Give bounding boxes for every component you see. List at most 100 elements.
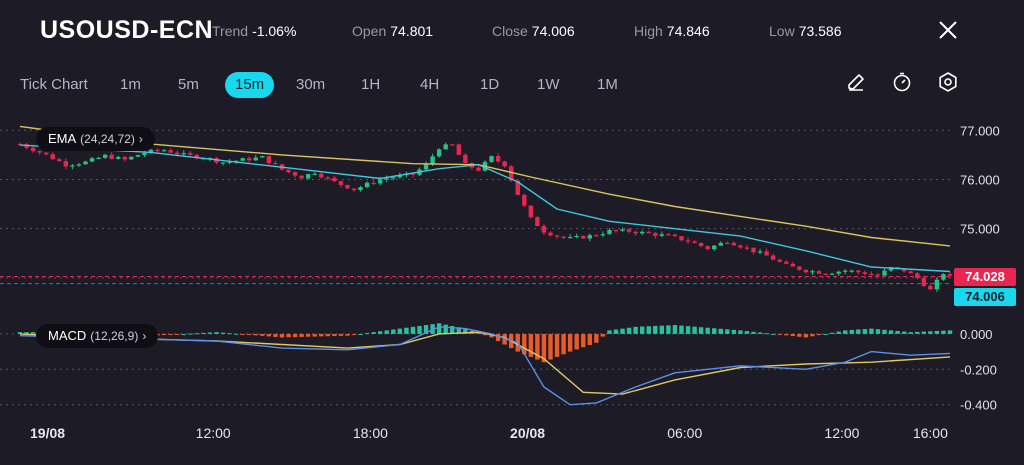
tf-15m[interactable]: 15m	[225, 72, 275, 98]
price-tick-label: 76.000	[960, 172, 1000, 187]
candle-body	[705, 246, 710, 250]
candle-body	[57, 159, 62, 162]
ema-fast-line	[19, 144, 951, 273]
candle-body	[692, 241, 697, 243]
macd-histogram-bar	[253, 333, 258, 336]
candle-body	[469, 162, 475, 168]
candle-body	[168, 150, 173, 153]
candle-body	[541, 226, 547, 233]
candle-body	[279, 164, 285, 170]
candle-body	[895, 267, 900, 269]
candle-body	[659, 234, 665, 236]
macd-histogram-bar	[843, 330, 848, 334]
macd-histogram-bar	[436, 323, 442, 334]
pencil-icon[interactable]	[845, 71, 867, 93]
candle-body	[646, 231, 651, 234]
candle-body	[240, 158, 245, 161]
macd-histogram-bar	[378, 331, 383, 334]
macd-line	[19, 326, 951, 406]
settings-icon[interactable]	[937, 71, 959, 93]
tf-1d[interactable]: 1D	[480, 76, 500, 93]
tf-1m[interactable]: 1m	[120, 76, 141, 93]
macd-histogram-bar	[685, 326, 691, 334]
macd-histogram-bar	[757, 332, 763, 334]
macd-histogram-bar	[698, 327, 704, 334]
macd-histogram-bar	[639, 326, 645, 334]
macd-histogram-bar	[240, 333, 245, 335]
ema-slow-line	[19, 125, 951, 247]
candle-body	[934, 279, 940, 290]
ema-indicator-pill[interactable]: EMA (24,24,72) ›	[36, 127, 155, 151]
candle-body	[24, 144, 29, 148]
low-label: Low	[769, 23, 795, 39]
candle-body	[613, 229, 619, 232]
macd-histogram-bar	[522, 333, 527, 355]
tf-4h[interactable]: 4H	[420, 76, 440, 93]
chevron-right-icon: ›	[142, 329, 147, 343]
tf-30m[interactable]: 30m	[296, 76, 326, 93]
macd-histogram-bar	[810, 333, 815, 337]
macd-histogram-bar	[829, 332, 835, 334]
macd-histogram-bar	[502, 333, 507, 345]
tf-1h[interactable]: 1H	[361, 76, 381, 93]
macd-params: (12,26,9)	[90, 329, 139, 343]
macd-histogram-bar	[214, 332, 219, 334]
candle-body	[450, 144, 455, 146]
macd-histogram-bar	[417, 325, 422, 334]
candle-body	[594, 235, 599, 237]
candle-body	[535, 217, 540, 227]
candle-body	[744, 247, 750, 249]
candle-body	[921, 277, 927, 286]
macd-histogram-bar	[888, 330, 894, 334]
candle-body	[325, 177, 331, 179]
macd-histogram-bar	[790, 333, 796, 337]
macd-histogram-bar	[515, 333, 520, 352]
macd-histogram-bar	[915, 331, 920, 334]
tf-1w[interactable]: 1W	[537, 76, 560, 93]
macd-histogram-bar	[345, 333, 350, 336]
candle-body	[391, 177, 396, 179]
macd-histogram-bar	[875, 329, 881, 334]
candle-body	[273, 163, 278, 165]
macd-histogram-bar	[718, 328, 723, 334]
macd-histogram-bar	[666, 325, 671, 334]
macd-histogram-bar	[279, 333, 285, 338]
candle-body	[423, 163, 429, 170]
price-tick-label: 75.000	[960, 222, 1000, 237]
candle-body	[266, 156, 272, 164]
tf-1mo[interactable]: 1M	[597, 76, 618, 93]
tf-tick-chart[interactable]: Tick Chart	[20, 76, 88, 93]
close-value: 74.006	[531, 23, 575, 39]
candle-body	[607, 229, 612, 235]
candle-body	[777, 259, 782, 262]
candle-body	[816, 271, 822, 274]
candle-body	[207, 158, 213, 160]
close-icon[interactable]	[936, 18, 960, 42]
candle-body	[712, 245, 717, 250]
macd-histogram-bar	[653, 325, 658, 334]
macd-histogram-bar	[188, 333, 193, 335]
candle-body	[286, 169, 291, 173]
macd-histogram-bar	[541, 333, 547, 363]
price-tick-label: 77.000	[960, 123, 1000, 138]
macd-histogram-bar	[338, 333, 344, 336]
ema-params: (24,24,72)	[80, 132, 135, 146]
candle-body	[351, 188, 357, 191]
open-stat: Open 74.801	[352, 23, 433, 39]
macd-histogram-bar	[168, 333, 173, 335]
candle-body	[495, 156, 501, 162]
candle-body	[803, 269, 809, 273]
candle-body	[482, 161, 488, 171]
candle-body	[135, 155, 141, 157]
candle-body	[790, 263, 796, 267]
close-label: Close	[492, 23, 528, 39]
candle-body	[548, 232, 553, 236]
macd-indicator-pill[interactable]: MACD (12,26,9) ›	[36, 324, 159, 348]
macd-histogram-bar	[770, 333, 776, 335]
candle-body	[554, 235, 560, 237]
timer-icon[interactable]	[891, 71, 913, 93]
macd-tick-label: 0.000	[960, 327, 993, 342]
macd-histogram-bar	[476, 333, 481, 335]
tf-5m[interactable]: 5m	[178, 76, 199, 93]
macd-histogram-bar	[332, 333, 337, 337]
